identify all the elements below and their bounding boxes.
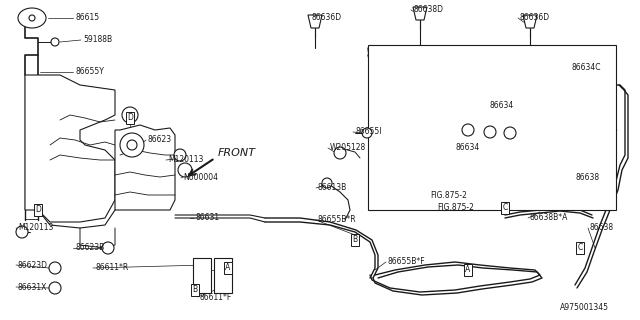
Ellipse shape xyxy=(120,133,144,157)
Text: W205128: W205128 xyxy=(330,143,366,153)
Text: 86636D: 86636D xyxy=(312,13,342,22)
Bar xyxy=(193,258,211,293)
Text: 86655B*F: 86655B*F xyxy=(388,258,426,267)
Text: 86634: 86634 xyxy=(455,143,479,153)
Text: 86655I: 86655I xyxy=(355,127,381,137)
Text: 86631X: 86631X xyxy=(18,283,47,292)
Text: 86638: 86638 xyxy=(590,223,614,233)
Text: N600004: N600004 xyxy=(183,173,218,182)
Text: A: A xyxy=(465,266,470,275)
Text: D: D xyxy=(127,114,133,123)
Text: B: B xyxy=(193,285,198,294)
Ellipse shape xyxy=(322,178,332,188)
Text: 86655B*R: 86655B*R xyxy=(318,215,356,225)
Text: 86638B*A: 86638B*A xyxy=(530,213,568,222)
Text: C: C xyxy=(577,244,582,252)
Ellipse shape xyxy=(18,8,46,28)
Polygon shape xyxy=(25,75,115,222)
Text: 86638: 86638 xyxy=(575,173,599,182)
Ellipse shape xyxy=(334,147,346,159)
Text: 86611*R: 86611*R xyxy=(95,263,128,273)
Polygon shape xyxy=(413,7,427,20)
Bar xyxy=(368,45,616,210)
Ellipse shape xyxy=(51,38,59,46)
Ellipse shape xyxy=(504,127,516,139)
Ellipse shape xyxy=(484,126,496,138)
Text: FRONT: FRONT xyxy=(218,148,256,158)
Ellipse shape xyxy=(122,107,138,123)
Text: B: B xyxy=(353,236,358,244)
Text: FIG.875-2: FIG.875-2 xyxy=(430,190,467,199)
Text: 86655Y: 86655Y xyxy=(75,68,104,76)
Polygon shape xyxy=(308,15,322,28)
Text: D: D xyxy=(35,205,41,214)
Polygon shape xyxy=(115,125,175,210)
Ellipse shape xyxy=(362,128,372,138)
Text: C: C xyxy=(502,204,508,212)
Text: M120113: M120113 xyxy=(168,156,204,164)
Text: M120113: M120113 xyxy=(18,223,53,233)
Ellipse shape xyxy=(16,226,28,238)
Ellipse shape xyxy=(102,242,114,254)
Text: 86611*F: 86611*F xyxy=(200,292,232,301)
Text: 86623: 86623 xyxy=(148,135,172,145)
Ellipse shape xyxy=(174,149,186,161)
Ellipse shape xyxy=(127,140,137,150)
Text: A: A xyxy=(225,263,230,273)
Text: 86613B: 86613B xyxy=(318,183,348,193)
Text: 86623B: 86623B xyxy=(75,244,104,252)
Text: 86631: 86631 xyxy=(196,213,220,222)
Text: 86623D: 86623D xyxy=(18,260,48,269)
Text: FIG.875-2: FIG.875-2 xyxy=(437,203,474,212)
Text: 86615: 86615 xyxy=(75,13,99,22)
Ellipse shape xyxy=(462,124,474,136)
Ellipse shape xyxy=(29,15,35,21)
Polygon shape xyxy=(523,15,537,28)
Text: A975001345: A975001345 xyxy=(560,303,609,313)
Ellipse shape xyxy=(49,262,61,274)
Text: 86636D: 86636D xyxy=(520,13,550,22)
Text: 86634C: 86634C xyxy=(572,63,602,73)
Text: 86638D: 86638D xyxy=(413,5,443,14)
Bar xyxy=(214,258,232,293)
Ellipse shape xyxy=(178,163,192,177)
Ellipse shape xyxy=(49,282,61,294)
Text: 86634: 86634 xyxy=(490,100,515,109)
Text: 59188B: 59188B xyxy=(83,36,112,44)
